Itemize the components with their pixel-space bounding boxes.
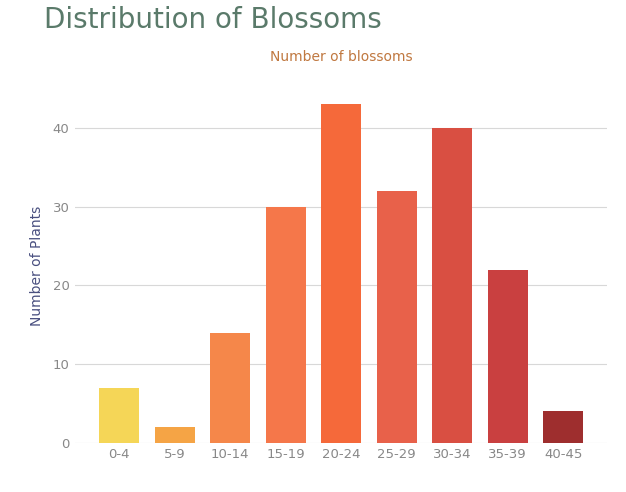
Bar [100, 388, 139, 443]
Bar [543, 411, 583, 443]
Text: Number of blossoms: Number of blossoms [270, 50, 413, 64]
Y-axis label: Number of Plants: Number of Plants [30, 206, 44, 326]
Bar [488, 270, 528, 443]
Bar [377, 191, 417, 443]
Bar [155, 427, 195, 443]
Bar [210, 333, 250, 443]
Text: Distribution of Blossoms: Distribution of Blossoms [44, 6, 382, 34]
Bar [432, 128, 472, 443]
Bar [321, 104, 361, 443]
Bar [265, 207, 305, 443]
